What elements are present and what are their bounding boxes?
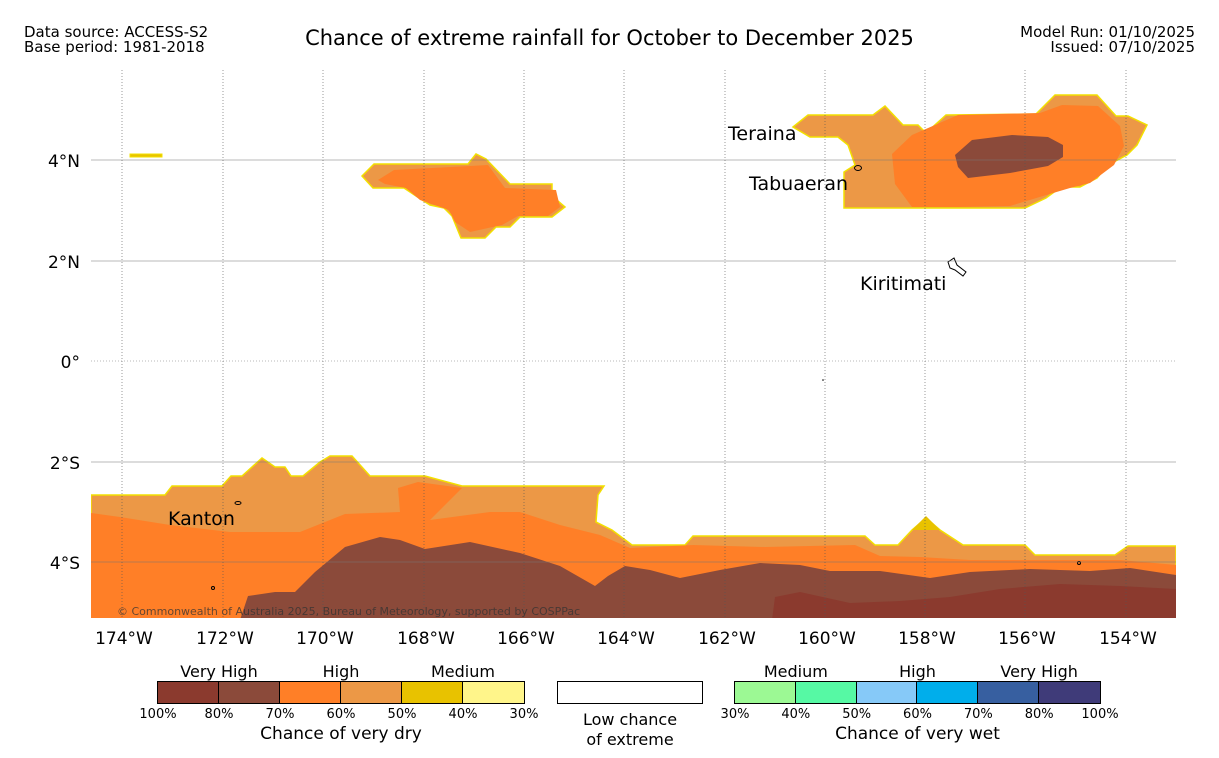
wet-legend-title: Chance of very wet [835, 724, 1000, 744]
map-title: Chance of extreme rainfall for October t… [305, 26, 914, 50]
wet-group-label: High [899, 662, 936, 681]
east-blob-veryhigh-70 [955, 135, 1063, 178]
data-source-text: Data source: ACCESS-S2 [24, 23, 209, 41]
model-run-text: Model Run: 01/10/2025 [1020, 23, 1195, 41]
lat-label: 2°S [50, 454, 80, 474]
lon-label: 172°W [196, 629, 254, 649]
dry-tick: 40% [448, 707, 478, 722]
wet-tick: 100% [1081, 707, 1119, 722]
wet-swatch [1039, 682, 1100, 703]
place-label-kanton: Kanton [168, 508, 235, 530]
tabuaeran-island [854, 165, 862, 171]
longitude-labels: 174°W 172°W 170°W 168°W 166°W 164°W 162°W 160°W… [95, 629, 1157, 649]
kiritimati-island [947, 257, 967, 277]
lat-label: 0° [61, 353, 80, 373]
lat-label: 4°N [48, 152, 80, 172]
wet-tick: 50% [842, 707, 872, 722]
low-chance-line1: Low chance [582, 710, 678, 729]
north-blob-high-70 [378, 165, 560, 232]
wet-group-label: Very High [1000, 662, 1078, 681]
wet-tick: 30% [720, 707, 750, 722]
dry-group-label: High [322, 662, 360, 681]
dry-group-label: Medium [431, 662, 495, 681]
dry-swatch [158, 682, 219, 703]
dry-tick: 100% [139, 707, 177, 722]
small-island-2 [1077, 561, 1081, 565]
dry-colorbar [157, 681, 525, 704]
south-band-yellow-patch [912, 516, 940, 530]
dry-group-label: Very High [180, 662, 258, 681]
dry-swatch [463, 682, 524, 703]
dry-tick: 30% [509, 707, 539, 722]
dry-legend-title: Chance of very dry [260, 724, 422, 744]
kanton-island [234, 501, 242, 505]
wet-swatch [856, 682, 918, 703]
copyright-text: © Commonwealth of Australia 2025, Bureau… [117, 605, 580, 618]
place-label-teraina: Teraina [727, 123, 797, 145]
gridlines [91, 70, 1176, 618]
low-chance-swatch [557, 681, 703, 704]
lon-label: 168°W [397, 629, 455, 649]
low-chance-line2: of extreme [586, 730, 674, 749]
wet-swatch [978, 682, 1040, 703]
lon-label: 164°W [597, 629, 655, 649]
small-medium-patch [129, 153, 163, 158]
wet-swatch [795, 682, 857, 703]
wet-group-label: Medium [763, 662, 828, 681]
wet-colorbar [734, 681, 1101, 704]
rainfall-map: 4°N 2°N 0° 2°S 4°S 174°W 172°W 170°W 168°W 166°W… [48, 70, 1176, 649]
dry-swatch [219, 682, 280, 703]
wet-tick: 70% [963, 707, 993, 722]
lat-label: 2°N [48, 253, 80, 273]
lon-label: 174°W [95, 629, 153, 649]
small-island-1 [822, 379, 824, 381]
lon-label: 154°W [1099, 629, 1157, 649]
dry-tick: 50% [387, 707, 417, 722]
dry-swatch [402, 682, 463, 703]
dry-swatch [341, 682, 402, 703]
dry-tick: 80% [204, 707, 234, 722]
lat-label: 4°S [50, 554, 80, 574]
wet-tick: 60% [903, 707, 932, 722]
lon-label: 158°W [898, 629, 956, 649]
lon-label: 162°W [698, 629, 756, 649]
contour-layer [91, 94, 1176, 618]
wet-tick: 40% [781, 707, 811, 722]
lon-label: 156°W [998, 629, 1056, 649]
dry-tick: 70% [265, 707, 295, 722]
south-band-veryhigh-80 [772, 584, 1176, 618]
latitude-labels: 4°N 2°N 0° 2°S 4°S [48, 152, 80, 574]
lon-label: 170°W [296, 629, 354, 649]
small-island-3 [211, 586, 215, 590]
place-label-tabuaeran: Tabuaeran [748, 173, 848, 195]
wet-swatch [735, 682, 796, 703]
dry-swatch [280, 682, 341, 703]
wet-swatch [917, 682, 979, 703]
wet-tick: 80% [1024, 707, 1054, 722]
issued-text: Issued: 07/10/2025 [1050, 38, 1195, 56]
lon-label: 160°W [798, 629, 856, 649]
dry-tick: 60% [326, 707, 356, 722]
base-period-text: Base period: 1981-2018 [24, 38, 205, 56]
lon-label: 166°W [497, 629, 555, 649]
place-label-kiritimati: Kiritimati [860, 273, 946, 295]
